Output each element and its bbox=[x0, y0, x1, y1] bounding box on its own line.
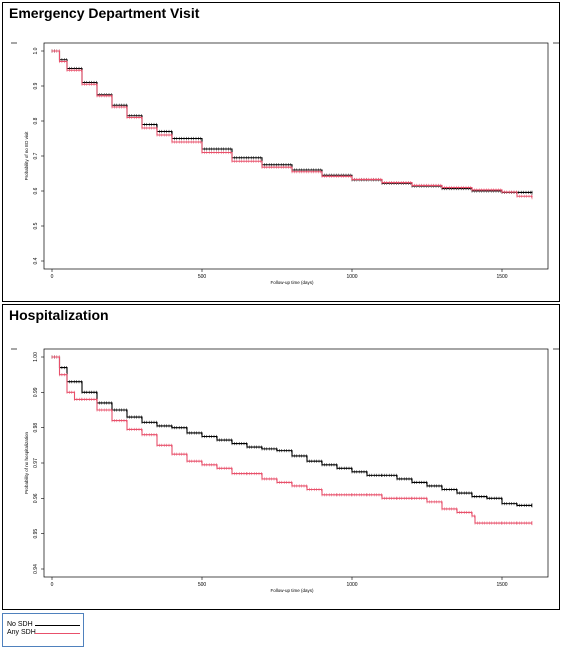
y-tick-label: 0.97 bbox=[33, 458, 39, 468]
y-tick-label: 1.00 bbox=[33, 352, 39, 362]
legend-label-no-sdh: No SDH bbox=[7, 621, 33, 628]
ed-visit-chart: 0.4 0.5 0.6 0.7 0.8 0.9 1.0 0 500 1000 1500 Follow-… bbox=[11, 42, 559, 285]
ed-visit-title: Emergency Department Visit bbox=[9, 5, 200, 21]
y-axis-label: Probability of no hospitalization bbox=[24, 431, 29, 494]
y-tick-label: 0.7 bbox=[33, 152, 39, 159]
y-tick-label: 0.96 bbox=[33, 493, 39, 503]
y-tick-label: 0.99 bbox=[33, 387, 39, 397]
x-axis-label: Follow-up time (days) bbox=[270, 280, 314, 285]
x-tick-label: 1500 bbox=[496, 582, 507, 588]
x-tick-label: 1500 bbox=[496, 274, 507, 280]
hospitalization-panel: Hospitalization 0.94 0.95 0.96 0.97 0.98 0.99… bbox=[2, 304, 560, 610]
legend-swatch-any-sdh bbox=[35, 633, 80, 634]
series-line-any-sdh bbox=[52, 356, 532, 524]
y-tick-label: 0.4 bbox=[33, 257, 39, 264]
y-tick-label: 0.6 bbox=[33, 187, 39, 194]
plot-frame bbox=[43, 42, 549, 270]
x-tick-label: 1000 bbox=[346, 274, 357, 280]
x-tick-label: 1000 bbox=[346, 582, 357, 588]
x-tick-label: 0 bbox=[51, 582, 54, 588]
x-tick-label: 0 bbox=[51, 274, 54, 280]
legend-label-any-sdh: Any SDH bbox=[7, 629, 36, 636]
series-line-any-sdh bbox=[52, 50, 533, 198]
legend: No SDH Any SDH bbox=[2, 613, 84, 647]
hospitalization-title: Hospitalization bbox=[9, 307, 109, 323]
y-tick-label: 0.95 bbox=[33, 529, 39, 539]
plot-frame bbox=[43, 348, 549, 578]
y-tick-label: 0.98 bbox=[33, 423, 39, 433]
legend-swatch-no-sdh bbox=[35, 625, 80, 626]
y-tick-label: 1.0 bbox=[33, 47, 39, 54]
ed-visit-panel: Emergency Department Visit 0.4 0.5 0.6 0.7 0… bbox=[2, 2, 560, 302]
y-tick-label: 0.9 bbox=[33, 82, 39, 89]
y-tick-label: 0.94 bbox=[33, 564, 39, 574]
y-tick-label: 0.5 bbox=[33, 222, 39, 229]
hospitalization-chart: 0.94 0.95 0.96 0.97 0.98 0.99 1.00 0 500 1000 1500… bbox=[11, 348, 559, 593]
x-axis-label: Follow-up time (days) bbox=[270, 588, 314, 593]
x-tick-label: 500 bbox=[198, 582, 207, 588]
y-tick-label: 0.8 bbox=[33, 117, 39, 124]
y-axis-label: Probability of no ED visit bbox=[24, 131, 29, 181]
x-tick-label: 500 bbox=[198, 274, 207, 280]
